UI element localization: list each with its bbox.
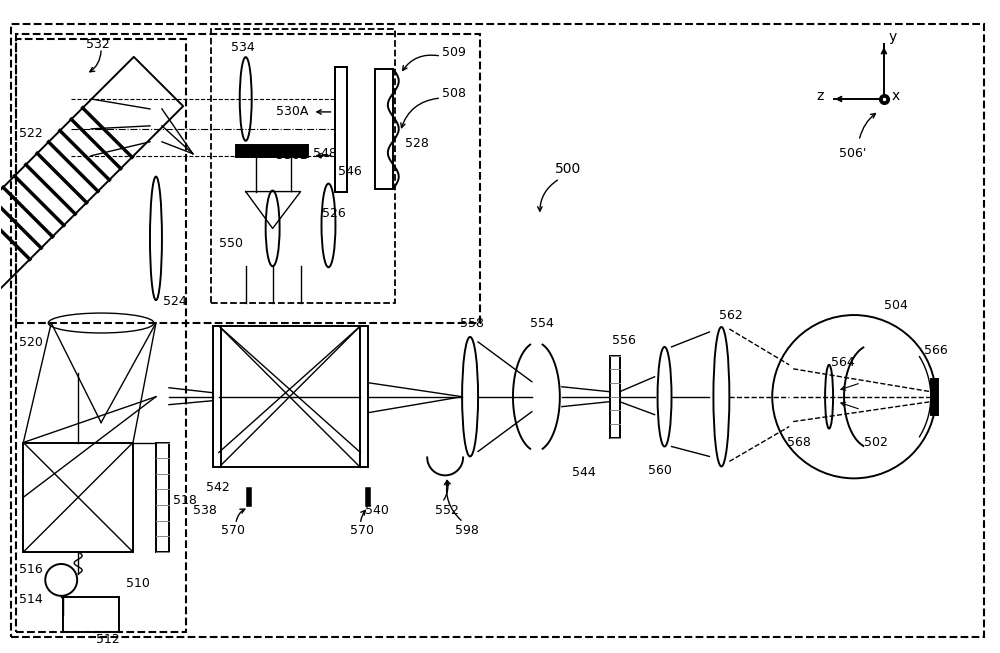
Bar xyxy=(335,67,347,191)
Text: 554: 554 xyxy=(530,317,554,330)
Text: 560: 560 xyxy=(648,464,671,477)
Bar xyxy=(375,69,393,189)
Bar xyxy=(211,29,395,303)
Text: 522: 522 xyxy=(19,127,43,140)
Text: 556: 556 xyxy=(612,334,636,347)
Bar xyxy=(23,443,133,552)
Text: 538: 538 xyxy=(193,503,217,517)
Bar xyxy=(16,34,480,323)
Bar xyxy=(16,39,186,631)
Text: x: x xyxy=(892,89,900,103)
Text: 506': 506' xyxy=(839,147,866,160)
Text: y: y xyxy=(889,30,897,44)
Bar xyxy=(931,379,938,415)
Text: 534: 534 xyxy=(231,40,254,54)
Text: 530B: 530B xyxy=(276,150,308,162)
Text: 546: 546 xyxy=(338,165,362,178)
Text: 548: 548 xyxy=(313,147,336,160)
Bar xyxy=(156,443,169,552)
Text: 598: 598 xyxy=(455,524,479,537)
Text: 524: 524 xyxy=(163,295,187,308)
Bar xyxy=(360,326,368,468)
Text: 562: 562 xyxy=(719,309,743,321)
Text: 540: 540 xyxy=(365,503,389,517)
Text: z: z xyxy=(816,89,823,103)
Text: 510: 510 xyxy=(126,577,150,590)
Bar xyxy=(63,597,119,631)
Text: 504: 504 xyxy=(884,298,908,311)
Text: 518: 518 xyxy=(173,494,197,507)
Text: 552: 552 xyxy=(435,503,459,517)
Text: 568: 568 xyxy=(787,436,811,449)
Bar xyxy=(219,326,360,468)
Text: 566: 566 xyxy=(924,344,948,357)
Bar xyxy=(335,67,347,191)
Text: 516: 516 xyxy=(19,564,43,577)
Bar xyxy=(213,326,221,468)
Bar xyxy=(610,356,620,438)
Bar xyxy=(236,145,308,157)
Text: 532: 532 xyxy=(86,38,110,51)
Text: 528: 528 xyxy=(405,137,429,150)
Text: 558: 558 xyxy=(460,317,484,330)
Text: 520: 520 xyxy=(19,336,43,349)
Text: 514: 514 xyxy=(19,594,43,607)
Text: 544: 544 xyxy=(572,466,596,479)
Text: 509: 509 xyxy=(442,46,466,59)
Text: 508: 508 xyxy=(442,88,466,101)
Text: 570: 570 xyxy=(350,524,374,537)
Text: 512: 512 xyxy=(96,633,120,646)
Text: 570: 570 xyxy=(221,524,245,537)
Text: 564: 564 xyxy=(831,357,855,370)
Text: 530A: 530A xyxy=(276,105,308,118)
Text: 502: 502 xyxy=(864,436,888,449)
Text: 542: 542 xyxy=(206,481,230,494)
Text: 500: 500 xyxy=(555,162,581,176)
Text: 550: 550 xyxy=(219,237,243,250)
Text: 526: 526 xyxy=(322,207,346,220)
